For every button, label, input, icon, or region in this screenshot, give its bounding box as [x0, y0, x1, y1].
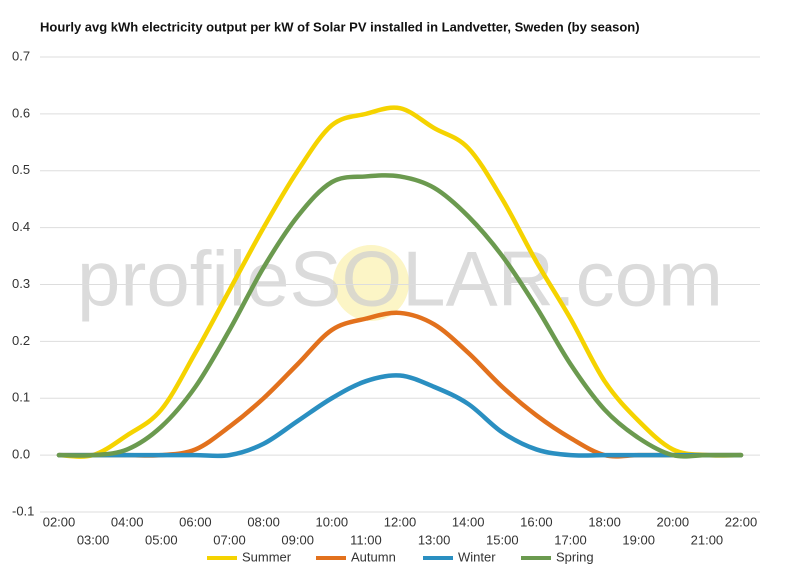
x-tick-label: 22:00	[725, 514, 758, 529]
watermark-sun	[333, 245, 409, 321]
y-tick-label: 0.0	[12, 447, 30, 462]
x-tick-label: 04:00	[111, 514, 144, 529]
watermark: profileSOLAR.com	[77, 235, 723, 323]
series-line	[56, 105, 744, 459]
x-tick-label: 07:00	[213, 532, 246, 547]
y-tick-label: 0.5	[12, 162, 30, 177]
chart-title: Hourly avg kWh electricity output per kW…	[40, 19, 640, 34]
x-tick-label: 12:00	[384, 514, 417, 529]
x-tick-label: 06:00	[179, 514, 212, 529]
y-tick-label: 0.7	[12, 48, 30, 63]
series-line	[56, 173, 744, 459]
legend-label: Spring	[556, 549, 594, 564]
legend-label: Summer	[242, 549, 292, 564]
x-tick-label: 20:00	[657, 514, 690, 529]
y-tick-label: 0.3	[12, 276, 30, 291]
x-tick-label: 10:00	[316, 514, 349, 529]
x-tick-label: 03:00	[77, 532, 110, 547]
legend-label: Winter	[458, 549, 496, 564]
y-tick-label: 0.2	[12, 333, 30, 348]
x-tick-label: 08:00	[247, 514, 280, 529]
y-tick-label: 0.6	[12, 105, 30, 120]
x-tick-label: 02:00	[43, 514, 76, 529]
x-tick-label: 21:00	[691, 532, 724, 547]
x-tick-label: 13:00	[418, 532, 451, 547]
x-tick-label: 16:00	[520, 514, 553, 529]
x-tick-label: 05:00	[145, 532, 178, 547]
x-tick-label: 11:00	[350, 532, 382, 547]
x-tick-label: 18:00	[588, 514, 621, 529]
x-tick-label: 19:00	[622, 532, 655, 547]
series-line	[56, 310, 744, 459]
y-tick-label: 0.4	[12, 219, 30, 234]
y-tick-label: 0.1	[12, 390, 30, 405]
x-tick-label: 09:00	[281, 532, 314, 547]
series-line	[56, 373, 744, 459]
y-tick-label: -0.1	[12, 503, 34, 518]
x-tick-label: 14:00	[452, 514, 485, 529]
x-tick-label: 17:00	[554, 532, 587, 547]
x-tick-label: 15:00	[486, 532, 519, 547]
legend-label: Autumn	[351, 549, 396, 564]
